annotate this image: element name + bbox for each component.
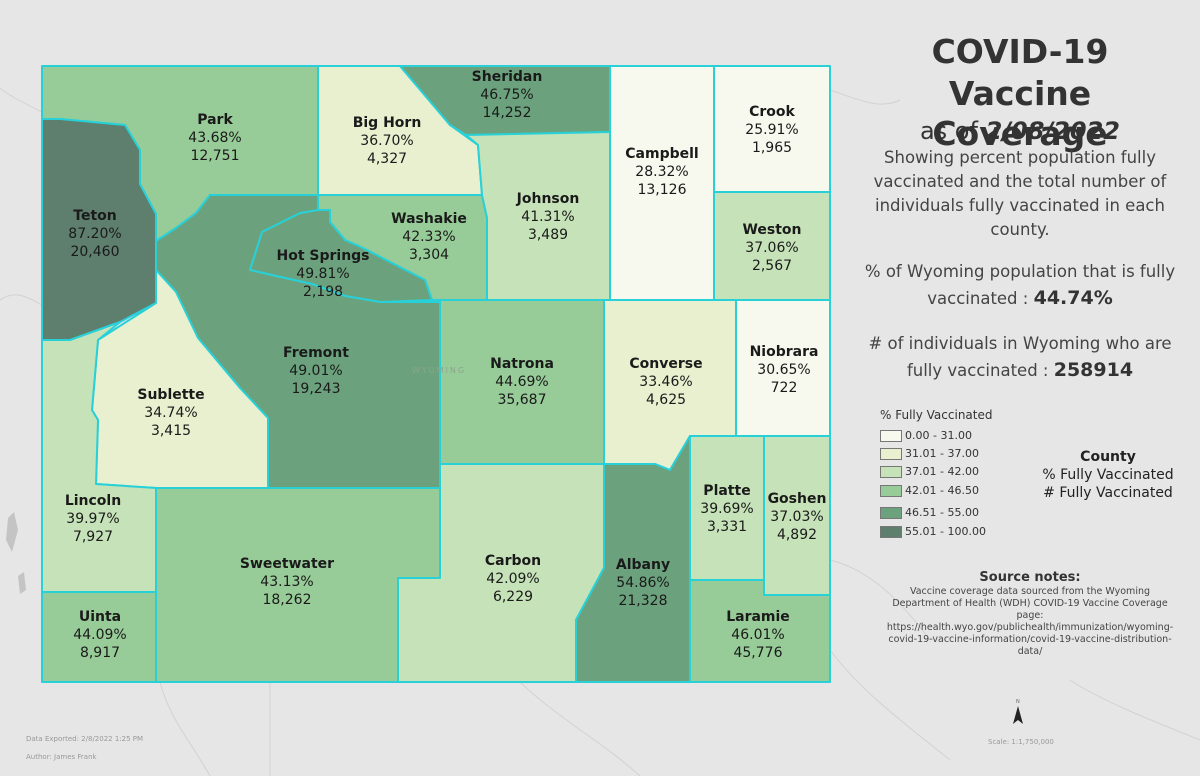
state-label: WYOMING bbox=[412, 366, 467, 375]
state-pct-value: 44.74% bbox=[1033, 287, 1113, 309]
lake bbox=[18, 572, 26, 594]
legend-label: 46.51 - 55.00 bbox=[905, 506, 979, 519]
state-pct-label: % of Wyoming population that is fully va… bbox=[864, 262, 1176, 308]
county-legend-count: # Fully Vaccinated bbox=[1043, 485, 1173, 501]
label-uinta: Uinta 44.09% 8,917 bbox=[73, 609, 127, 661]
legend-item: 0.00 - 31.00 bbox=[880, 429, 972, 443]
as-of-prefix: as of bbox=[919, 117, 986, 145]
legend-label: 37.01 - 42.00 bbox=[905, 465, 979, 478]
legend-swatch bbox=[880, 430, 902, 442]
export-date: Data Exported: 2/8/2022 1:25 PM bbox=[26, 735, 144, 743]
state-pct-stat: % of Wyoming population that is fully va… bbox=[852, 259, 1188, 312]
label-weston: Weston 37.06% 2,567 bbox=[742, 222, 802, 274]
label-crook: Crook 25.91% 1,965 bbox=[745, 104, 799, 156]
label-campbell: Campbell 28.32% 13,126 bbox=[625, 146, 699, 198]
north-arrow-icon bbox=[1013, 706, 1023, 724]
county-uinta[interactable] bbox=[41, 591, 157, 683]
legend-label: 55.01 - 100.00 bbox=[905, 525, 986, 538]
state-count-stat: # of individuals in Wyoming who are full… bbox=[852, 331, 1188, 384]
legend-item: 37.01 - 42.00 bbox=[880, 465, 979, 479]
legend-item: 46.51 - 55.00 bbox=[880, 506, 979, 520]
county-johnson[interactable] bbox=[465, 131, 611, 301]
label-washakie: Washakie 42.33% 3,304 bbox=[391, 211, 467, 263]
label-hot-springs: Hot Springs 49.81% 2,198 bbox=[276, 248, 370, 300]
legend-item: 31.01 - 37.00 bbox=[880, 447, 979, 461]
as-of-date: as of 2/08/2022 bbox=[870, 116, 1170, 146]
label-albany: Albany 54.86% 21,328 bbox=[615, 557, 671, 609]
map-scale: Scale: 1:1,750,000 bbox=[988, 738, 1054, 746]
legend-title: % Fully Vaccinated bbox=[880, 408, 993, 422]
label-laramie: Laramie 46.01% 45,776 bbox=[726, 609, 790, 661]
legend-item: 42.01 - 46.50 bbox=[880, 484, 979, 498]
label-converse: Converse 33.46% 4,625 bbox=[629, 356, 703, 408]
label-fremont: Fremont 49.01% 19,243 bbox=[283, 345, 349, 397]
title-line-2: Vaccine Coverage bbox=[932, 74, 1108, 153]
legend-swatch bbox=[880, 466, 902, 478]
label-goshen: Goshen 37.03% 4,892 bbox=[767, 491, 827, 543]
label-lincoln: Lincoln 39.97% 7,927 bbox=[64, 493, 122, 545]
as-of-date-value: 2/08/2022 bbox=[985, 117, 1121, 145]
legend-label: 0.00 - 31.00 bbox=[905, 429, 972, 442]
state-count-value: 258914 bbox=[1053, 359, 1134, 381]
state-count-label: # of individuals in Wyoming who are full… bbox=[868, 334, 1172, 380]
label-sheridan: Sheridan 46.75% 14,252 bbox=[471, 69, 543, 121]
source-notes-body: Vaccine coverage data sourced from the W… bbox=[886, 586, 1174, 657]
legend-label: 31.01 - 37.00 bbox=[905, 447, 979, 460]
legend-swatch bbox=[880, 526, 902, 538]
lake bbox=[6, 512, 18, 552]
label-johnson: Johnson 41.31% 3,489 bbox=[516, 191, 580, 243]
author: Author: James Frank bbox=[26, 753, 97, 761]
legend-swatch bbox=[880, 448, 902, 460]
county-legend-title: County bbox=[1080, 449, 1136, 465]
label-carbon: Carbon 42.09% 6,229 bbox=[484, 553, 542, 605]
county-legend-pct: % Fully Vaccinated bbox=[1042, 467, 1174, 483]
legend-label: 42.01 - 46.50 bbox=[905, 484, 979, 497]
label-park: Park 43.68% 12,751 bbox=[188, 112, 242, 164]
legend-swatch bbox=[880, 507, 902, 519]
title-line-1: COVID-19 bbox=[931, 32, 1109, 71]
map-description: Showing percent population fully vaccina… bbox=[873, 148, 1167, 239]
source-notes-title: Source notes: bbox=[979, 570, 1081, 585]
label-sweetwater: Sweetwater 43.13% 18,262 bbox=[239, 556, 335, 608]
basemap-roads bbox=[0, 87, 1200, 776]
north-label: N bbox=[1016, 699, 1020, 705]
legend-item: 55.01 - 100.00 bbox=[880, 525, 986, 539]
county-laramie[interactable] bbox=[689, 579, 831, 683]
legend-swatch bbox=[880, 485, 902, 497]
label-niobrara: Niobrara 30.65% 722 bbox=[749, 344, 819, 396]
label-platte: Platte 39.69% 3,331 bbox=[700, 483, 754, 535]
label-sublette: Sublette 34.74% 3,415 bbox=[137, 387, 205, 439]
label-teton: Teton 87.20% 20,460 bbox=[68, 208, 122, 260]
label-natrona: Natrona 44.69% 35,687 bbox=[490, 356, 554, 408]
label-big-horn: Big Horn 36.70% 4,327 bbox=[352, 115, 422, 167]
